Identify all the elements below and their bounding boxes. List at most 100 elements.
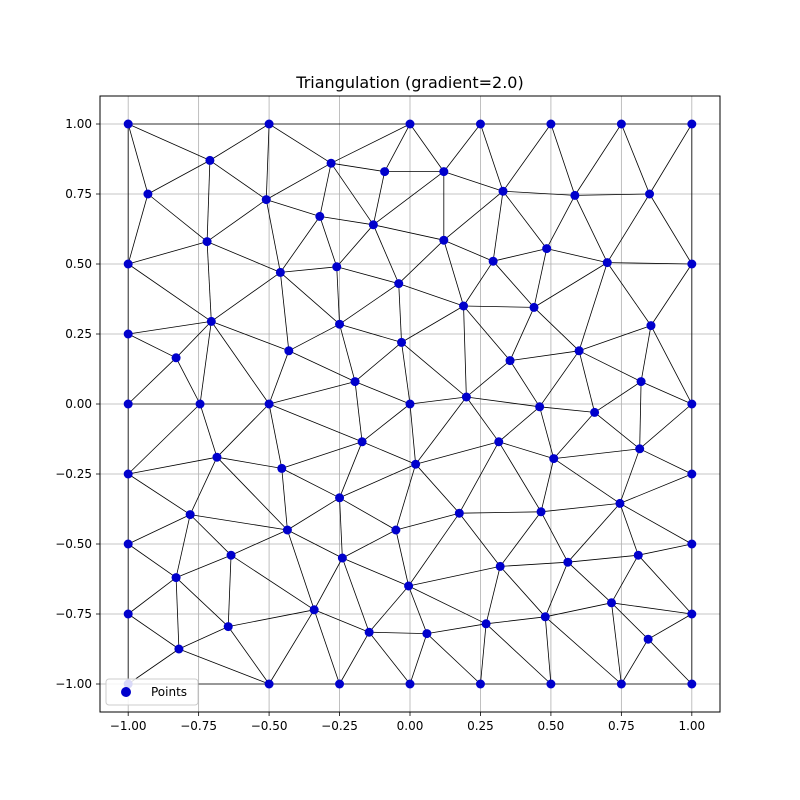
y-tick-label: 0.00 — [65, 397, 92, 411]
data-point — [439, 235, 449, 245]
data-point — [687, 259, 697, 269]
triangle-edge — [408, 512, 460, 587]
triangle-edge — [606, 193, 650, 263]
data-point — [646, 321, 656, 331]
data-point — [391, 525, 401, 535]
data-point — [563, 557, 573, 567]
triangle-edge — [415, 441, 499, 465]
data-point — [687, 679, 697, 689]
data-point — [687, 399, 697, 409]
data-point — [174, 644, 184, 654]
triangle-edge — [620, 123, 650, 195]
legend-marker — [121, 687, 131, 697]
triangle-edge — [409, 403, 417, 465]
legend-box — [105, 678, 199, 706]
data-point — [505, 356, 515, 366]
triangle-edge — [368, 631, 411, 685]
data-point — [687, 609, 697, 619]
data-point — [607, 598, 616, 608]
data-point — [171, 353, 181, 363]
x-tick-label: 0.50 — [538, 719, 565, 733]
triangle-edge — [499, 566, 546, 618]
triangle-edge — [498, 441, 542, 513]
triangle-edge — [611, 602, 692, 615]
data-point — [405, 399, 415, 409]
data-point — [123, 469, 133, 479]
triangle-edge — [268, 350, 290, 405]
data-point — [636, 377, 646, 387]
triangle-edge — [339, 323, 402, 343]
data-point — [123, 399, 133, 409]
triangle-edge — [230, 529, 288, 556]
triangle-edge — [265, 123, 270, 200]
triangle-edge — [640, 381, 692, 405]
data-point — [495, 561, 505, 571]
triangle-edge — [331, 162, 385, 172]
triangle-edge — [408, 585, 487, 625]
triangle-edge — [330, 123, 411, 164]
data-point — [206, 316, 216, 326]
triangle-edge — [339, 463, 416, 499]
triangle-edge — [341, 557, 370, 633]
data-point — [264, 399, 274, 409]
triangle-edge — [540, 458, 555, 512]
triangle-edge — [607, 262, 692, 265]
triangle-edge — [268, 403, 283, 469]
triangle-edge — [127, 543, 177, 578]
triangle-edge — [443, 240, 464, 307]
triangle-edge — [545, 602, 612, 618]
triangle-edge — [509, 350, 580, 361]
triangle-edge — [594, 381, 642, 413]
triangle-edge — [401, 305, 464, 343]
triangle-edge — [268, 123, 332, 164]
triangle-edge — [466, 396, 500, 443]
data-point — [380, 167, 390, 177]
triangle-edge — [541, 503, 620, 513]
triangle-edge — [216, 456, 288, 531]
triangle-edge — [499, 511, 542, 567]
y-tick-label: −1.00 — [55, 677, 92, 691]
triangle-edge — [619, 448, 641, 504]
triangle-edge — [206, 241, 212, 322]
triangle-edge — [354, 342, 402, 382]
triangle-edge — [361, 403, 411, 443]
triangle-edge — [639, 403, 693, 450]
triangle-edge — [544, 562, 569, 617]
data-point — [422, 629, 432, 639]
triangle-edge — [502, 190, 548, 249]
triangle-edge — [128, 333, 177, 359]
triangle-edge — [640, 325, 652, 382]
data-point — [171, 573, 181, 583]
triangle-edge — [594, 412, 640, 450]
triangle-edge — [553, 458, 621, 504]
data-point — [264, 679, 274, 689]
triangle-edge — [227, 626, 270, 685]
triangle-edge — [459, 511, 542, 514]
triangle-edge — [128, 123, 211, 161]
data-point — [475, 679, 485, 689]
data-point — [405, 679, 415, 689]
triangle-edge — [216, 456, 282, 469]
triangle-edge — [650, 325, 693, 405]
triangle-edge — [319, 216, 374, 226]
triangle-edge — [175, 357, 201, 405]
triangle-edge — [319, 216, 338, 267]
triangle-edge — [415, 463, 460, 514]
triangle-edge — [401, 342, 467, 398]
data-point — [195, 399, 205, 409]
triangle-edge — [127, 613, 180, 650]
data-point — [494, 437, 504, 447]
triangle-edge — [533, 307, 580, 352]
data-point — [123, 119, 133, 129]
data-point — [546, 119, 556, 129]
triangle-edge — [485, 623, 552, 685]
data-point — [498, 186, 508, 196]
data-point — [590, 407, 600, 417]
triangle-edge — [178, 626, 229, 650]
triangle-edge — [175, 514, 191, 578]
data-point — [364, 627, 374, 637]
data-point — [411, 459, 421, 469]
triangle-edge — [459, 512, 501, 567]
y-tick-label: −0.25 — [55, 467, 92, 481]
triangle-edge — [189, 514, 232, 556]
